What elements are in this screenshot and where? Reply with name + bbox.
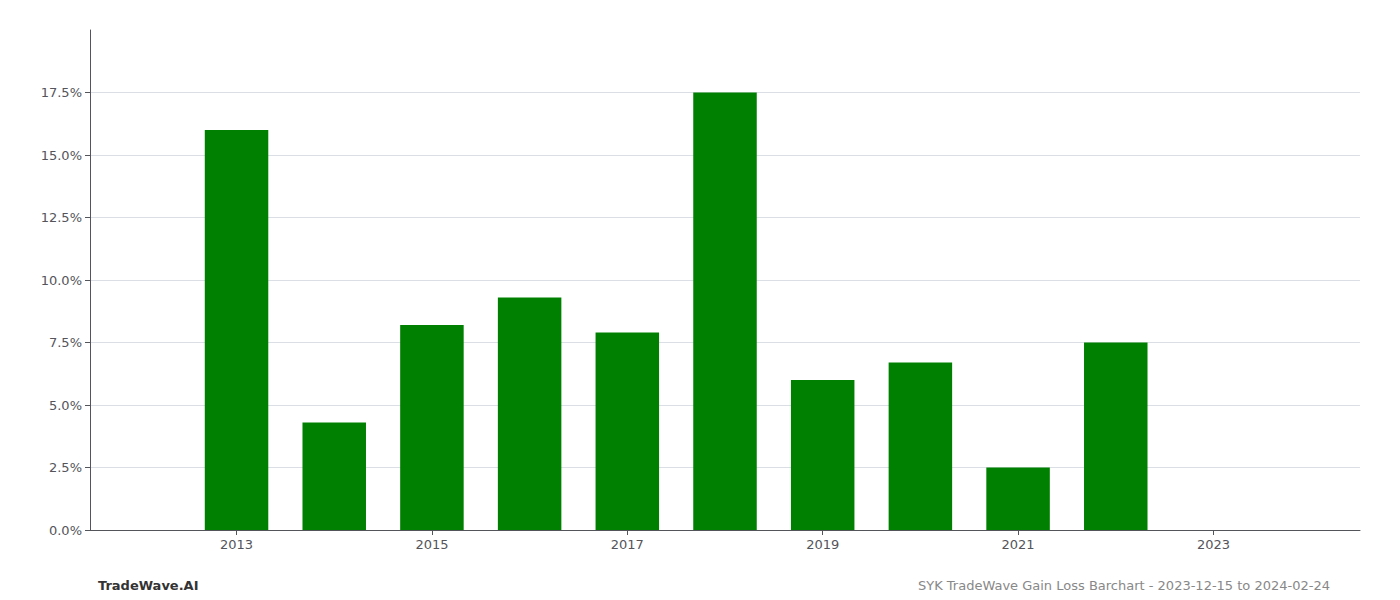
svg-text:2021: 2021 <box>1002 537 1035 552</box>
svg-text:2013: 2013 <box>220 537 253 552</box>
svg-text:2023: 2023 <box>1197 537 1230 552</box>
svg-text:0.0%: 0.0% <box>49 523 82 538</box>
svg-text:12.5%: 12.5% <box>41 210 82 225</box>
svg-text:15.0%: 15.0% <box>41 148 82 163</box>
svg-text:SYK TradeWave Gain Loss Barcha: SYK TradeWave Gain Loss Barchart - 2023-… <box>918 578 1330 593</box>
svg-text:10.0%: 10.0% <box>41 273 82 288</box>
svg-text:2017: 2017 <box>611 537 644 552</box>
svg-text:17.5%: 17.5% <box>41 85 82 100</box>
svg-text:2.5%: 2.5% <box>49 460 82 475</box>
svg-text:TradeWave.AI: TradeWave.AI <box>98 578 199 593</box>
svg-text:5.0%: 5.0% <box>49 398 82 413</box>
svg-text:2019: 2019 <box>806 537 839 552</box>
svg-text:2015: 2015 <box>415 537 448 552</box>
svg-text:7.5%: 7.5% <box>49 335 82 350</box>
